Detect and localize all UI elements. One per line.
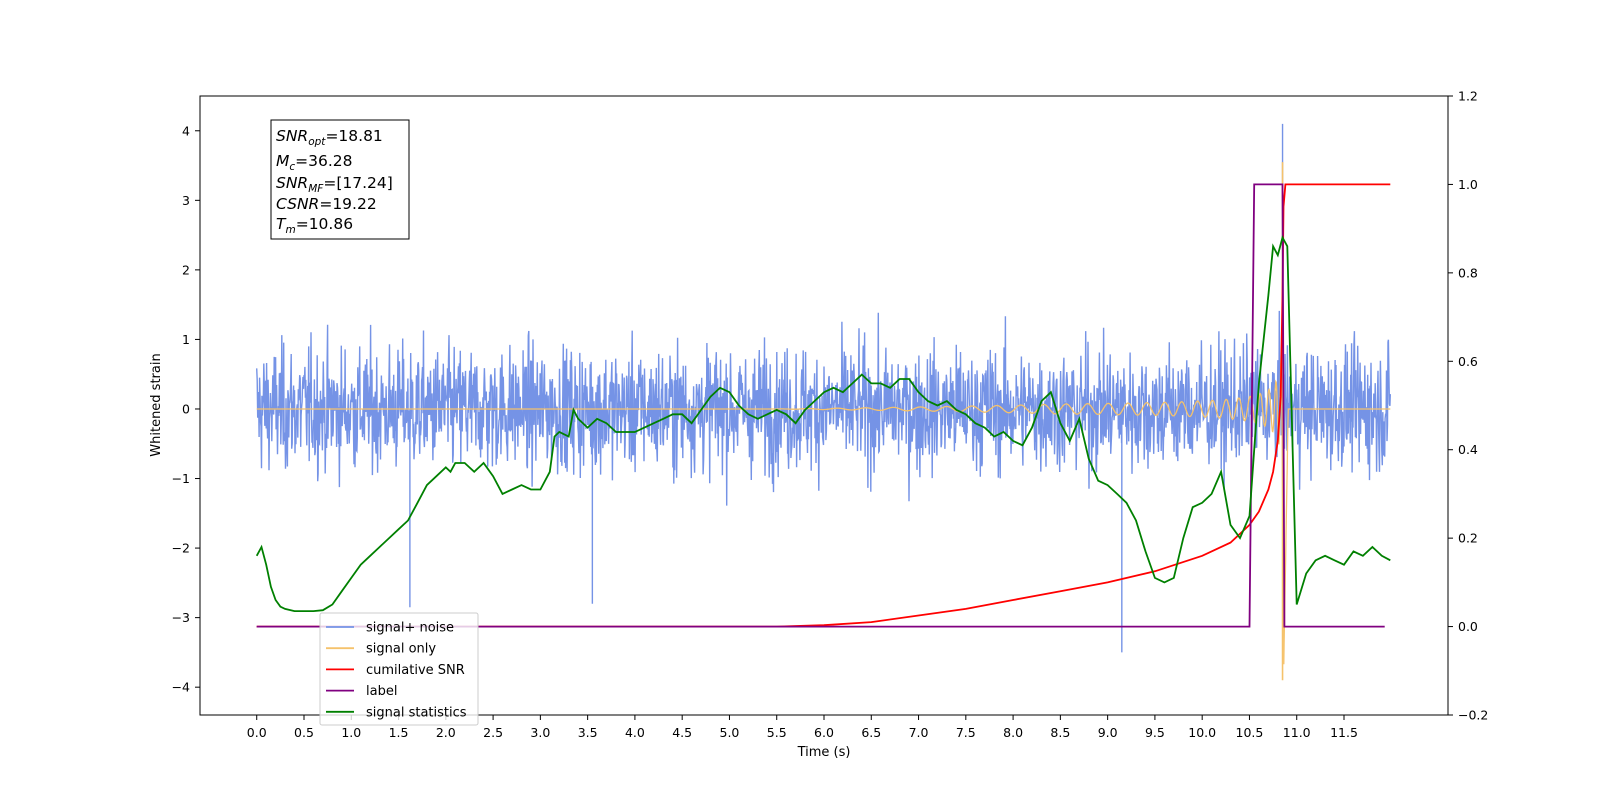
y-tick-label: −3 bbox=[172, 610, 190, 625]
x-tick-label: 4.0 bbox=[625, 725, 645, 740]
x-tick-label: 6.0 bbox=[814, 725, 834, 740]
x-tick-label: 6.5 bbox=[861, 725, 881, 740]
y-tick-label: 2 bbox=[182, 262, 190, 277]
x-tick-label: 9.0 bbox=[1098, 725, 1118, 740]
y-tick-label: 3 bbox=[182, 193, 190, 208]
series-label bbox=[256, 183, 1385, 628]
y2-tick-label: 0.6 bbox=[1458, 354, 1478, 369]
series-signal-statistics bbox=[255, 235, 1391, 612]
x-tick-label: 3.5 bbox=[578, 725, 598, 740]
x-tick-label: 10.0 bbox=[1188, 725, 1216, 740]
y2-tick-label: −0.2 bbox=[1458, 708, 1488, 723]
y-tick-label: −4 bbox=[172, 680, 190, 695]
annotation-mc: Mc=36.28 bbox=[276, 152, 353, 173]
x-tick-label: 9.5 bbox=[1145, 725, 1165, 740]
x-tick-label: 5.0 bbox=[720, 725, 740, 740]
annotation-snr-mf: SNRMF=[17.24] bbox=[276, 174, 393, 195]
series-signal-noise bbox=[256, 310, 1391, 506]
x-tick-label: 1.0 bbox=[341, 725, 361, 740]
x-tick-label: 2.0 bbox=[436, 725, 456, 740]
annotation-csnr: CSNR=19.22 bbox=[276, 195, 377, 213]
y2-tick-label: 1.2 bbox=[1458, 89, 1478, 104]
x-tick-label: 5.5 bbox=[767, 725, 787, 740]
y-tick-label: −1 bbox=[172, 471, 190, 486]
legend: signal+ noise signal only cumilative SNR la… bbox=[319, 612, 479, 726]
y2-tick-label: 0.8 bbox=[1458, 265, 1478, 280]
x-tick-label: 2.5 bbox=[483, 725, 503, 740]
y-axis-right: 1.2 1.0 0.8 0.6 0.4 0.2 0.0 −0.2 bbox=[1448, 89, 1488, 723]
x-axis-label: Time (s) bbox=[797, 745, 851, 760]
x-tick-label: 8.5 bbox=[1050, 725, 1070, 740]
y2-tick-label: 1.0 bbox=[1458, 177, 1478, 192]
y-tick-label: −2 bbox=[172, 541, 190, 556]
x-tick-label: 1.5 bbox=[389, 725, 409, 740]
legend-label: label bbox=[366, 684, 397, 699]
y-tick-label: 0 bbox=[182, 401, 190, 416]
y-tick-label: 1 bbox=[182, 332, 190, 347]
annotation-snr-opt: SNRopt=18.81 bbox=[276, 127, 383, 148]
y-axis-left: 4 3 2 1 0 −1 −2 −3 −4 bbox=[172, 123, 200, 695]
legend-label: signal statistics bbox=[366, 705, 467, 720]
x-tick-label: 7.5 bbox=[956, 725, 976, 740]
x-tick-label: 7.0 bbox=[909, 725, 929, 740]
y2-tick-label: 0.4 bbox=[1458, 442, 1478, 457]
x-tick-label: 0.5 bbox=[294, 725, 314, 740]
legend-label: signal+ noise bbox=[366, 621, 454, 636]
annotation-tm: Tm=10.86 bbox=[276, 215, 353, 236]
y-tick-label: 4 bbox=[182, 123, 190, 138]
y-axis-label: Whitened strain bbox=[149, 353, 164, 456]
plot-area bbox=[255, 123, 1391, 681]
y2-tick-label: 0.0 bbox=[1458, 619, 1478, 634]
series-signal-only bbox=[256, 358, 1391, 665]
x-tick-label: 4.5 bbox=[672, 725, 692, 740]
annotation-box: SNRopt=18.81 Mc=36.28 SNRMF=[17.24] CSNR… bbox=[270, 119, 410, 240]
x-axis: 0.0 0.5 1.0 1.5 2.0 2.5 3.0 3.5 4.0 4.5 5.0 5.5 6.0 6… bbox=[247, 715, 1358, 740]
x-tick-label: 10.5 bbox=[1236, 725, 1264, 740]
x-tick-label: 0.0 bbox=[247, 725, 267, 740]
x-tick-label: 3.0 bbox=[530, 725, 550, 740]
y2-tick-label: 0.2 bbox=[1458, 531, 1478, 546]
legend-label: signal only bbox=[366, 642, 436, 657]
x-tick-label: 8.0 bbox=[1003, 725, 1023, 740]
x-tick-label: 11.5 bbox=[1330, 725, 1358, 740]
x-tick-label: 11.0 bbox=[1283, 725, 1311, 740]
legend-label: cumilative SNR bbox=[366, 663, 465, 678]
